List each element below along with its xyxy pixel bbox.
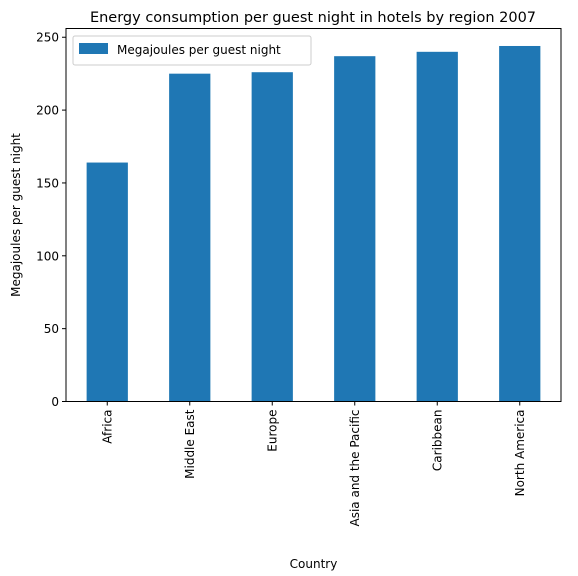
legend-label: Megajoules per guest night — [117, 43, 281, 57]
x-tick-label: Middle East — [183, 409, 197, 479]
x-axis-ticks: Africa Middle East Europe Asia and the Paci… — [100, 401, 527, 527]
y-tick-label: 250 — [36, 31, 59, 45]
x-axis-label: Country — [290, 557, 338, 571]
bar-middle-east — [169, 73, 211, 402]
y-axis-label: Megajoules per guest night — [9, 133, 23, 297]
y-axis-ticks: 0 50 100 150 200 250 — [36, 31, 66, 409]
y-tick-label: 100 — [36, 249, 59, 263]
bar-africa — [86, 162, 128, 402]
bars-group — [86, 45, 541, 402]
bar-europe — [251, 72, 293, 402]
legend: Megajoules per guest night — [72, 35, 312, 66]
bar-caribbean — [416, 51, 458, 402]
x-tick-label: Asia and the Pacific — [348, 410, 362, 527]
y-tick-label: 50 — [44, 322, 59, 336]
y-tick-label: 0 — [51, 395, 59, 409]
chart-title: Energy consumption per guest night in ho… — [90, 10, 536, 26]
legend-frame — [72, 35, 312, 66]
x-tick-label: Europe — [265, 410, 279, 452]
bar-north-america — [499, 45, 541, 402]
bar-asia-and-the-pacific — [334, 56, 376, 402]
legend-swatch — [79, 43, 108, 54]
y-tick-label: 150 — [36, 176, 59, 190]
x-tick-label: Africa — [100, 410, 114, 444]
x-tick-label: Caribbean — [430, 410, 444, 472]
y-tick-label: 200 — [36, 104, 59, 118]
plot-frame — [65, 28, 562, 402]
x-tick-label: North America — [513, 410, 527, 497]
